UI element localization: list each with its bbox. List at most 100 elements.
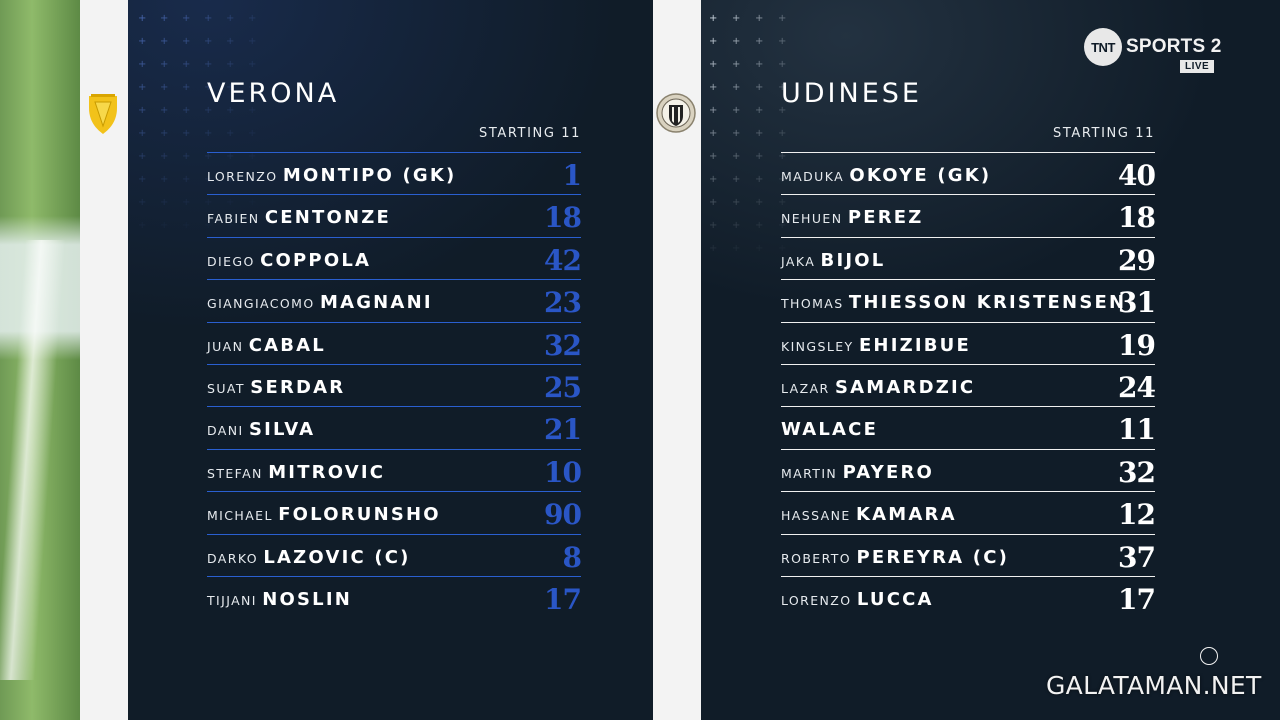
player-name: MARTIN PAYERO: [781, 462, 934, 483]
player-last-name: PEREZ: [847, 207, 924, 229]
player-number: 32: [544, 328, 582, 362]
player-name: HASSANE KAMARA: [781, 504, 957, 525]
player-last-name: WALACE: [781, 419, 879, 441]
decorative-dot: +: [160, 197, 169, 208]
decorative-dot: +: [778, 197, 787, 208]
player-number: 11: [1118, 413, 1156, 447]
decorative-dot: +: [204, 174, 213, 185]
player-name: SUAT SERDAR: [207, 377, 345, 398]
decorative-dot: +: [182, 197, 191, 208]
player-name: TIJJANI NOSLIN: [207, 589, 352, 610]
decorative-dot: +: [709, 174, 718, 185]
player-row: JUAN CABAL 32: [207, 321, 582, 364]
panel-glow: [128, 0, 653, 360]
decorative-dot: +: [160, 220, 169, 231]
decorative-dot: +: [226, 128, 235, 139]
decorative-dot: +: [778, 128, 787, 139]
decorative-dot: +: [160, 105, 169, 116]
player-number: 37: [1118, 540, 1156, 574]
decorative-dot: +: [709, 151, 718, 162]
player-row: DARKO LAZOVIC (C) 8: [207, 533, 583, 576]
player-first-name: LORENZO: [781, 592, 852, 608]
player-last-name: MITROVIC: [268, 461, 386, 483]
player-last-name: MONTIPO (GK): [282, 165, 457, 186]
player-first-name: TIJJANI: [207, 592, 257, 608]
player-row: SUAT SERDAR 25: [207, 363, 582, 406]
player-first-name: LORENZO: [207, 169, 278, 184]
player-name: NEHUEN PEREZ: [781, 207, 924, 228]
decorative-dot: +: [709, 59, 718, 70]
player-number: 12: [1118, 498, 1156, 532]
decorative-dot: +: [138, 13, 147, 24]
decorative-dot: +: [709, 13, 718, 24]
player-name: DANI SILVA: [207, 419, 315, 440]
live-badge: LIVE: [1180, 60, 1215, 73]
decorative-dot: +: [778, 13, 787, 24]
decorative-dot: +: [755, 128, 764, 139]
decorative-dot: +: [778, 36, 787, 47]
player-name: DIEGO COPPOLA: [207, 250, 371, 271]
away-team-name: UDINESE: [781, 78, 922, 109]
decorative-dot: +: [182, 105, 191, 116]
player-last-name: BIJOL: [820, 249, 886, 271]
decorative-dot: +: [709, 82, 718, 93]
decorative-dot: +: [226, 151, 235, 162]
player-row: MADUKA OKOYE (GK) 40: [781, 152, 1156, 194]
player-last-name: THIESSON KRISTENSEN: [848, 292, 1127, 314]
player-name: MICHAEL FOLORUNSHO: [207, 504, 441, 525]
decorative-dot: +: [732, 36, 741, 47]
decorative-dot: +: [182, 174, 191, 185]
player-row: HASSANE KAMARA 12: [781, 491, 1156, 533]
decorative-dot: +: [778, 174, 787, 185]
decorative-dot: +: [204, 13, 213, 24]
player-row: LAZAR SAMARDZIC 24: [781, 363, 1156, 406]
decorative-dot: +: [248, 59, 257, 70]
decorative-dot: +: [204, 128, 213, 139]
decorative-dot: +: [204, 59, 213, 70]
decorative-dot: +: [778, 220, 787, 231]
decorative-dot: +: [182, 59, 191, 70]
decorative-dot: +: [138, 151, 147, 162]
decorative-dot: +: [778, 59, 787, 70]
player-row: TIJJANI NOSLIN 17: [207, 575, 582, 618]
player-row: MICHAEL FOLORUNSHO 90: [207, 491, 582, 533]
player-number: 21: [544, 413, 582, 447]
hellas-verona-crest-icon: [89, 94, 117, 134]
broadcaster-logo: TNT SPORTS 2 LIVE: [1084, 28, 1224, 76]
watermark-circle-icon: [1200, 647, 1218, 665]
player-row: JAKA BIJOL 29: [781, 236, 1156, 279]
decorative-dot: +: [160, 174, 169, 185]
decorative-dot: +: [182, 220, 191, 231]
player-first-name: STEFAN: [207, 465, 263, 481]
decorative-dot: +: [138, 59, 147, 70]
player-row: DANI SILVA 21: [207, 406, 582, 448]
player-first-name: DIEGO: [207, 253, 255, 269]
player-name: STEFAN MITROVIC: [207, 462, 385, 483]
player-row: LORENZO MONTIPO (GK) 1: [207, 152, 583, 194]
away-player-list: MADUKA OKOYE (GK) 40 NEHUEN PEREZ 18 JAKA BI…: [781, 152, 1156, 618]
decorative-dot: +: [138, 220, 147, 231]
player-number: 42: [544, 243, 582, 277]
player-last-name: PEREYRA (C): [856, 546, 1010, 568]
player-first-name: NEHUEN: [781, 211, 843, 227]
decorative-dot: +: [226, 105, 235, 116]
player-name: LORENZO LUCCA: [781, 589, 934, 610]
decorative-dot: +: [160, 59, 169, 70]
home-lineup-panel: + + + + + + + + + + + + + + + + + + + + + + + + + + + + + + + + + + + + + + + +…: [128, 0, 653, 720]
decorative-dot: +: [160, 13, 169, 24]
pitch-background: [0, 0, 80, 720]
player-number: 17: [544, 582, 582, 616]
player-first-name: JAKA: [781, 253, 816, 269]
home-lineup-label: STARTING 11: [478, 126, 581, 141]
player-name: FABIEN CENTONZE: [207, 207, 391, 228]
player-number: 8: [562, 540, 583, 574]
decorative-dot: +: [226, 174, 235, 185]
decorative-dot: +: [138, 174, 147, 185]
decorative-dot: +: [204, 197, 213, 208]
player-last-name: PAYERO: [842, 461, 935, 483]
player-number: 1: [562, 159, 583, 192]
decorative-dot: +: [226, 221, 234, 231]
player-last-name: LAZOVIC (C): [263, 546, 411, 568]
decorative-dot: +: [709, 197, 718, 208]
decorative-dot: +: [226, 13, 235, 24]
